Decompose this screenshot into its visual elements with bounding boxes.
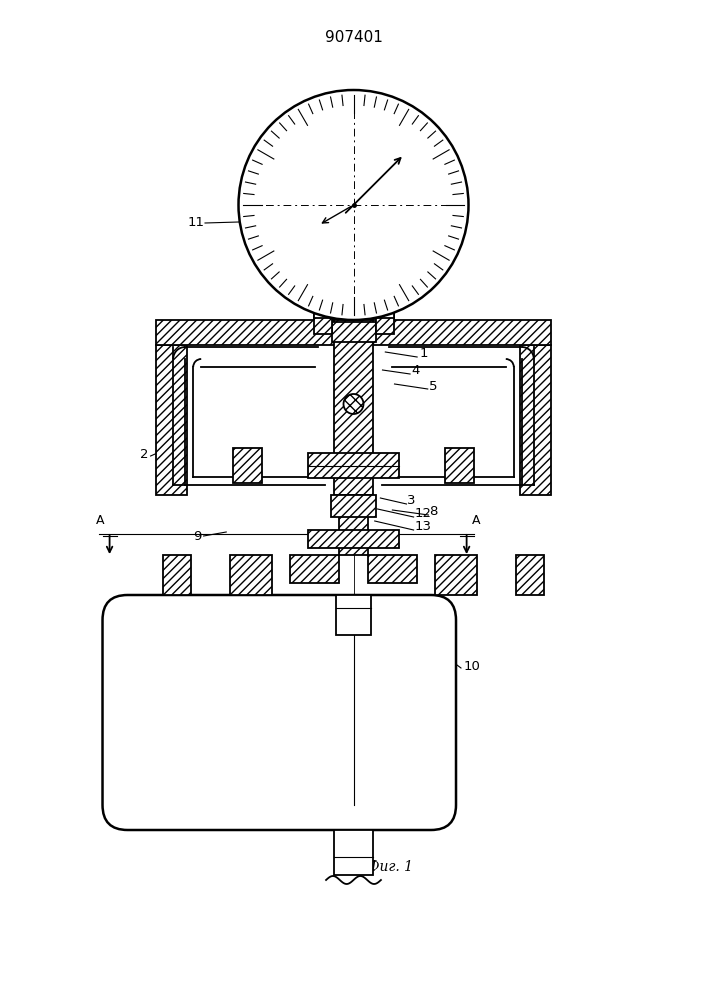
Bar	[334, 830, 373, 875]
Text: 3: 3	[407, 494, 416, 507]
Circle shape	[238, 90, 469, 320]
Bar	[313, 312, 394, 318]
Text: А: А	[96, 514, 105, 527]
Bar	[336, 595, 371, 635]
Bar	[290, 555, 339, 583]
Bar	[332, 322, 375, 342]
Bar	[520, 345, 551, 495]
Bar	[445, 448, 474, 483]
Bar	[230, 555, 272, 595]
Text: Фиг. 1: Фиг. 1	[368, 860, 413, 874]
Bar	[308, 453, 399, 478]
Text: 10: 10	[463, 660, 480, 673]
Bar	[308, 530, 399, 548]
Text: 907401: 907401	[325, 30, 382, 45]
Text: 11: 11	[188, 217, 205, 230]
Text: А: А	[472, 514, 480, 527]
Bar	[233, 448, 262, 483]
Text: 2: 2	[140, 448, 148, 462]
Bar	[313, 312, 332, 334]
Bar	[339, 495, 368, 555]
Bar	[334, 320, 373, 495]
Text: 13: 13	[414, 520, 431, 533]
Bar	[156, 345, 187, 495]
Text: 4: 4	[411, 364, 420, 377]
Bar	[330, 495, 376, 517]
Text: 8: 8	[429, 505, 438, 518]
Text: 5: 5	[429, 380, 438, 393]
Bar	[368, 555, 417, 583]
Bar	[375, 312, 394, 334]
Circle shape	[344, 394, 363, 414]
Bar	[435, 555, 477, 595]
Bar	[516, 555, 544, 595]
Text: 1: 1	[419, 347, 428, 360]
Bar	[163, 555, 191, 595]
Text: 12: 12	[414, 507, 431, 520]
Text: 9: 9	[193, 530, 201, 542]
FancyBboxPatch shape	[103, 595, 456, 830]
Bar	[156, 320, 551, 345]
